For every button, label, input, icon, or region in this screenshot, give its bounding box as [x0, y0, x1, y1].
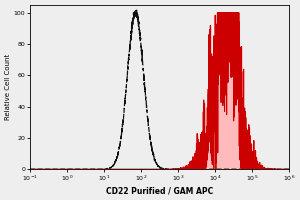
Y-axis label: Relative Cell Count: Relative Cell Count: [5, 54, 11, 120]
X-axis label: CD22 Purified / GAM APC: CD22 Purified / GAM APC: [106, 186, 213, 195]
